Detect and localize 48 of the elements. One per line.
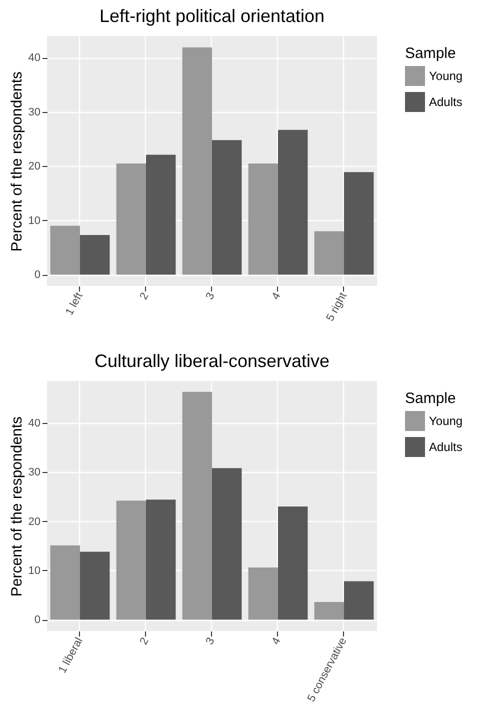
legend-label: Young [429,69,463,83]
legend-title: Sample [405,390,456,407]
y-tick-label: 10 [28,214,40,227]
x-tick-label: 4 [270,636,284,647]
bar [212,140,242,275]
bar [146,500,176,620]
x-tick-label: 3 [204,290,218,302]
bar [212,468,242,620]
y-axis-title: Percent of the respondents [8,71,26,252]
x-tick-label: 3 [204,636,218,647]
y-tick-label: 40 [28,52,40,64]
y-tick-label: 10 [28,564,40,577]
legend-label: Young [429,414,463,428]
bar [314,602,344,620]
bar [182,392,212,620]
bar [248,163,278,275]
y-tick-label: 0 [34,614,40,626]
bar [80,235,110,275]
bar [116,163,146,275]
chart-title: Left-right political orientation [99,6,325,26]
legend-label: Adults [429,440,462,454]
bar [278,506,308,620]
bar [116,500,146,620]
bar [182,47,212,275]
y-tick-label: 40 [28,417,40,430]
y-tick-label: 20 [28,516,40,528]
legend-label: Adults [429,95,462,109]
bar [50,226,80,275]
x-tick-label: 1 left [64,290,86,318]
chart-title: Culturally liberal-conservative [94,351,330,371]
bar [314,231,344,275]
bar [344,172,374,275]
legend-title: Sample [405,45,456,62]
bar [278,130,308,275]
x-tick-label: 2 [138,636,152,647]
x-tick-label: 4 [270,290,284,302]
bar [344,581,374,620]
x-tick-label: 5 right [324,290,350,324]
bar [50,545,80,620]
y-tick-label: 30 [28,106,40,118]
bar [248,568,278,620]
bar [146,154,176,275]
bar [80,552,110,620]
y-tick-label: 20 [28,160,40,173]
y-tick-label: 30 [28,466,40,479]
x-tick-label: 2 [138,290,152,302]
y-axis-title: Percent of the respondents [8,416,26,597]
y-tick-label: 0 [34,269,40,282]
